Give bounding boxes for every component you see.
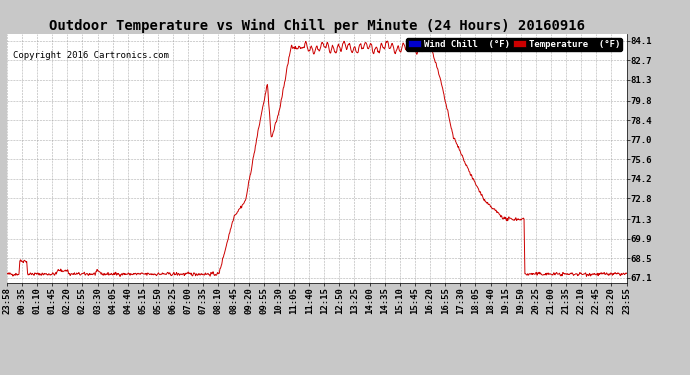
Title: Outdoor Temperature vs Wind Chill per Minute (24 Hours) 20160916: Outdoor Temperature vs Wind Chill per Mi… [49, 18, 584, 33]
Legend: Wind Chill  (°F), Temperature  (°F): Wind Chill (°F), Temperature (°F) [406, 38, 622, 51]
Text: Copyright 2016 Cartronics.com: Copyright 2016 Cartronics.com [13, 51, 169, 60]
